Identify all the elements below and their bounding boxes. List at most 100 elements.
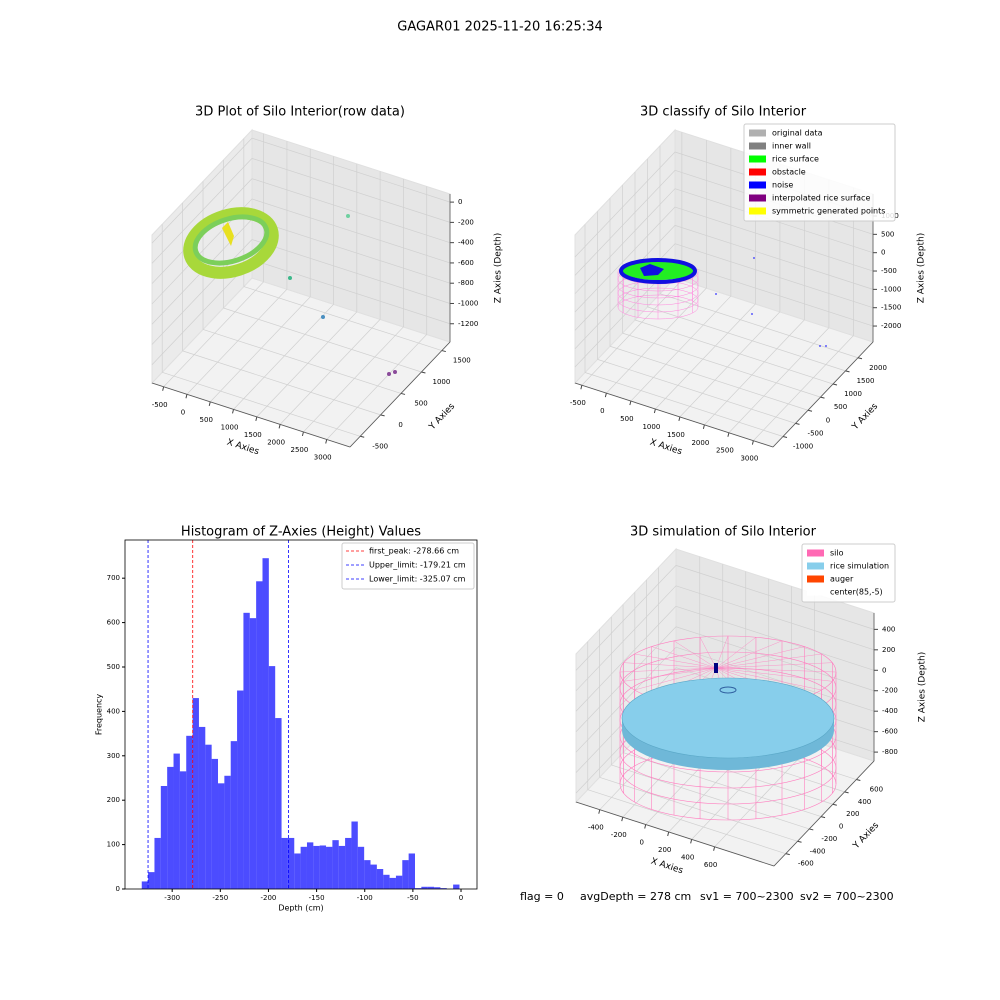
outlier-point: [387, 372, 391, 376]
bar: [338, 845, 346, 889]
x-tick-label: -250: [212, 894, 228, 902]
bar: [383, 874, 390, 889]
status-text: sv1 = 700~2300: [700, 890, 794, 903]
tick-mark: [232, 409, 235, 414]
legend-patch: [749, 181, 766, 189]
legend-patch: [807, 549, 824, 557]
grid-line: [151, 137, 253, 244]
grid-line: [597, 359, 796, 424]
tick-mark: [580, 385, 583, 390]
bar: [268, 666, 276, 889]
z-tick-label: -400: [882, 707, 898, 715]
rice-surface: [621, 677, 835, 759]
grid-line: [630, 295, 732, 402]
bar: [421, 886, 428, 889]
x-tick-label: 2000: [267, 438, 285, 446]
wireframe: [623, 667, 717, 682]
z-tick-label: 0: [881, 249, 885, 257]
status-text: sv2 = 700~2300: [800, 890, 894, 903]
legend-label: interpolated rice surface: [772, 194, 870, 203]
tick-mark: [727, 432, 730, 437]
grid-line: [647, 306, 846, 372]
auger-base: [719, 686, 737, 694]
y-tick-label: 200: [846, 810, 859, 818]
y-tick-label: 1500: [453, 357, 471, 365]
chart-title: 3D classify of Silo Interior: [640, 105, 807, 120]
legend-label: original data: [772, 129, 823, 138]
wireframe: [623, 662, 717, 669]
wireframe: [715, 662, 833, 669]
tick-mark: [604, 393, 607, 398]
z-tick-label: -800: [882, 748, 898, 756]
outlier-point: [393, 370, 397, 374]
tick-mark: [832, 803, 837, 806]
tick-mark: [797, 840, 802, 843]
grid-line: [606, 287, 707, 394]
grid-line: [202, 329, 402, 394]
bar: [262, 558, 269, 889]
grid-line: [575, 585, 677, 692]
bar: [306, 842, 314, 889]
tick-mark: [678, 416, 681, 422]
legend-patch: [807, 575, 824, 583]
outlier-point: [751, 313, 753, 315]
grid-line: [279, 319, 381, 425]
bar: [313, 845, 320, 889]
x-tick-label: 0: [181, 408, 185, 416]
legend-patch: [749, 155, 766, 163]
outlier-point: [715, 293, 717, 295]
legend-label: noise: [772, 181, 793, 190]
legend-box: [341, 542, 475, 590]
y-axis-label: Y Axies: [427, 401, 458, 432]
y-tick-label: -400: [810, 847, 826, 855]
y-tick-label: 400: [858, 798, 871, 806]
bar: [224, 775, 231, 889]
bar: [205, 744, 212, 889]
bar: [148, 872, 155, 889]
z-tick-label: -1500: [881, 304, 901, 312]
y-tick-label: 0: [839, 823, 843, 831]
axis-line: [773, 760, 875, 867]
z-tick-label: 400: [882, 625, 895, 633]
bar: [167, 766, 174, 889]
tick-mark: [301, 431, 304, 437]
x-tick-label: 0: [600, 407, 604, 415]
bar: [256, 581, 263, 889]
grid-line: [599, 776, 798, 842]
y-tick-label: 500: [414, 399, 427, 407]
outlier-point: [825, 345, 827, 347]
tick-mark: [380, 414, 385, 417]
z-axis-label: Z Axies (Depth): [494, 233, 504, 304]
x-tick-label: 500: [200, 416, 213, 424]
tick-mark: [751, 440, 754, 445]
legend-label: first_peak: -278.66 cm: [369, 547, 459, 556]
wireframe: [651, 646, 717, 669]
axis-line: [574, 382, 774, 448]
bar: [237, 690, 244, 889]
z-tick-label: 0: [882, 666, 886, 674]
chart-title: Histogram of Z-Axies (Height) Values: [181, 525, 421, 540]
legend-label: center(85,-5): [830, 588, 883, 597]
bar: [389, 877, 396, 889]
grid-line: [209, 296, 311, 403]
legend-patch: [749, 168, 766, 176]
tick-mark: [857, 357, 863, 360]
tick-mark: [807, 409, 813, 412]
bar: [351, 821, 358, 889]
z-tick-label: -1200: [458, 320, 478, 328]
z-tick-label: -1000: [458, 299, 478, 307]
y-tick-label: -1000: [793, 443, 813, 451]
grid-line: [251, 239, 451, 304]
tick-mark: [820, 396, 825, 399]
tick-mark: [844, 791, 849, 794]
bar: [218, 783, 225, 889]
grid-line: [574, 206, 676, 313]
x-tick-label: -50: [407, 894, 418, 902]
y-tick-label: 500: [107, 663, 120, 671]
grid-line: [622, 332, 821, 398]
grid-line: [674, 206, 874, 272]
bar: [332, 840, 339, 889]
grid-line: [243, 286, 442, 351]
x-tick-label: 3000: [740, 455, 758, 463]
